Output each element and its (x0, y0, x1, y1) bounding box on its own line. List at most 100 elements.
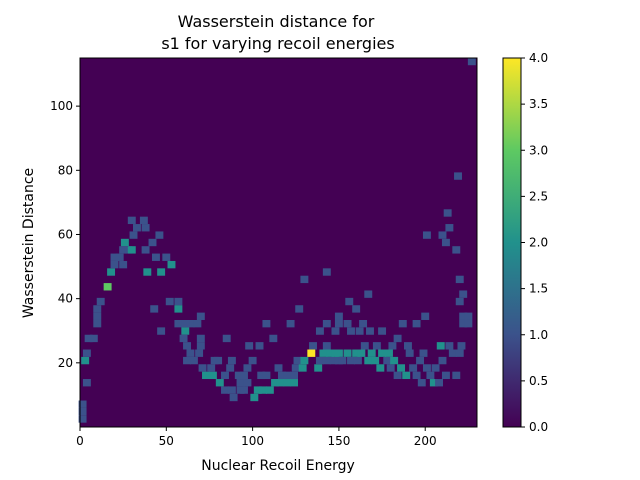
heatmap-cell (162, 253, 171, 261)
heatmap-cell (452, 246, 461, 254)
heatmap-cell (274, 364, 283, 372)
y-axis-label: Wasserstein Distance (21, 168, 37, 318)
heatmap-cell (89, 334, 98, 343)
heatmap-cell (334, 319, 343, 328)
heatmap-cell (84, 334, 93, 343)
heatmap-cell (300, 275, 309, 284)
heatmap-cell (167, 260, 176, 269)
heatmap-cell (78, 407, 87, 416)
heatmap-cell (438, 356, 447, 365)
heatmap-cell (443, 209, 452, 217)
heatmap-cell (96, 297, 105, 306)
heatmap-cell (141, 246, 150, 254)
heatmap-cell (357, 349, 366, 357)
heatmap-cell (367, 349, 376, 357)
heatmap-cell (448, 349, 457, 357)
colorbar (502, 57, 522, 428)
heatmap-cell (174, 305, 183, 313)
heatmap-cell (455, 275, 464, 284)
heatmap-cell (445, 342, 454, 350)
heatmap-cell (347, 327, 355, 335)
heatmap-cell (326, 349, 335, 357)
heatmap-cell (378, 349, 387, 357)
heatmap-cell (334, 349, 343, 357)
heatmap-cell (364, 290, 373, 298)
heatmap-cell (103, 283, 112, 291)
heatmap-cell (195, 349, 204, 357)
heatmap-cell (179, 334, 188, 343)
heatmap-cell (110, 253, 119, 261)
heatmap-cell (115, 253, 124, 261)
heatmap-cell (386, 364, 395, 372)
heatmap-cell (257, 371, 266, 380)
colorbar-ticks: 0.0 0.5 1.0 1.5 2.0 2.5 3.0 3.5 4.0 (521, 51, 548, 434)
heatmap-cell (208, 371, 217, 380)
heatmap-cell (322, 319, 331, 328)
heatmap-cell (322, 356, 331, 365)
heatmap-cell (457, 342, 466, 350)
heatmap-cell (148, 238, 157, 247)
heatmap-cell (467, 57, 476, 66)
y-tick-label: 100 (50, 99, 73, 113)
heatmap-cell (202, 371, 210, 380)
colorbar-tick-label: 4.0 (529, 51, 548, 65)
colorbar-tick-label: 2.5 (529, 189, 548, 203)
heatmap-cell (198, 364, 207, 372)
heatmap-cell (243, 364, 252, 372)
heatmap-cell (186, 319, 195, 328)
heatmap-cell (435, 379, 443, 387)
heatmap-cell (82, 379, 91, 387)
heatmap-cell (165, 297, 174, 306)
heatmap-cell (398, 319, 407, 328)
colorbar-tick-label: 1.0 (529, 328, 548, 342)
heatmap-cell (459, 312, 468, 320)
heatmap-cell (300, 356, 309, 365)
heatmap-cell (119, 260, 128, 269)
heatmap-cell (234, 371, 243, 380)
heatmap-cell (110, 260, 119, 269)
heatmap-cell (397, 364, 406, 372)
heatmap-cell (240, 386, 248, 394)
heatmap-cell (286, 319, 295, 328)
heatmap-cell (314, 364, 323, 372)
colorbar-tick-label: 2.0 (529, 236, 548, 250)
heatmap-cell (376, 364, 385, 372)
heatmap-cell (229, 393, 238, 402)
heatmap-cell (429, 379, 438, 387)
heatmap-cells (78, 57, 476, 423)
heatmap-cell (259, 386, 267, 394)
x-tick-label: 150 (327, 434, 350, 448)
heatmap-cell (309, 342, 317, 350)
heatmap-cell (243, 379, 252, 387)
heatmap-cell (81, 356, 90, 365)
heatmap-cell (151, 253, 160, 261)
heatmap-cell (186, 349, 195, 357)
heatmap-cell (155, 231, 164, 239)
heatmap-cell (419, 349, 428, 357)
heatmap-cell (262, 319, 271, 328)
heatmap-cell (253, 386, 262, 394)
heatmap-cell (255, 342, 264, 350)
heatmap-cell (378, 327, 387, 335)
heatmap-cell (290, 371, 298, 380)
heatmap-cell (183, 342, 191, 350)
heatmap-cell (129, 231, 138, 239)
heatmap-cell (360, 342, 369, 350)
heatmap-cell (298, 364, 307, 372)
colorbar-tick-label: 3.5 (529, 97, 548, 111)
heatmap-cell (271, 379, 280, 387)
heatmap-cell (222, 334, 231, 343)
x-tick-label: 200 (414, 434, 437, 448)
heatmap-cell (412, 319, 421, 328)
heatmap-cell (214, 356, 223, 365)
heatmap-cell (132, 224, 141, 232)
heatmap-cell (127, 246, 136, 254)
heatmap-cell (459, 319, 468, 328)
x-tick-label: 100 (241, 434, 264, 448)
heatmap-cell (345, 297, 354, 306)
heatmap-cell (93, 312, 102, 320)
heatmap-cell (455, 349, 464, 357)
heatmap-cell (421, 312, 430, 320)
heatmap-cell (240, 371, 248, 380)
